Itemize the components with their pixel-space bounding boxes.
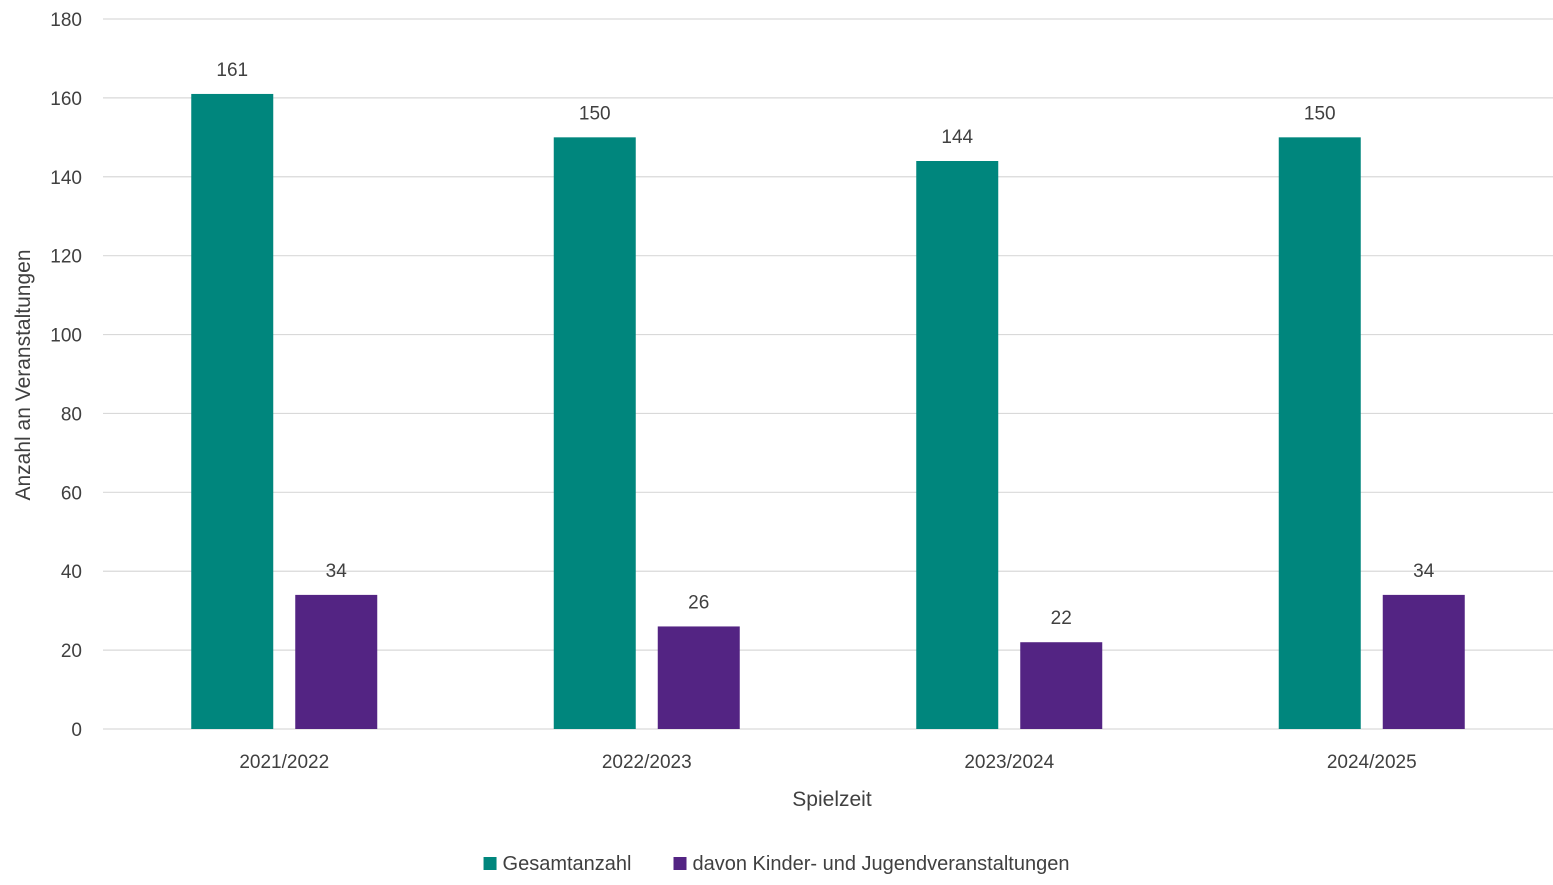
y-tick-label: 40 [61, 562, 82, 583]
x-tick-label: 2021/2022 [239, 752, 329, 773]
y-tick-label: 100 [50, 326, 82, 347]
y-tick-label: 20 [61, 641, 82, 662]
legend-swatch [673, 857, 687, 870]
y-tick-label: 60 [61, 483, 82, 504]
legend-swatch [483, 857, 497, 870]
data-label: 26 [688, 592, 709, 613]
data-label: 22 [1051, 608, 1072, 629]
y-tick-label: 120 [50, 247, 82, 268]
y-tick-label: 80 [61, 404, 82, 425]
data-label: 34 [1413, 561, 1435, 582]
data-label: 34 [326, 561, 348, 582]
data-label: 150 [1304, 103, 1336, 124]
bars [191, 93, 1465, 730]
y-tick-label: 0 [71, 720, 82, 741]
legend-item: Gesamtanzahl [483, 853, 632, 875]
y-tick-label: 180 [50, 10, 82, 31]
data-label: 161 [216, 60, 248, 81]
legend-item: davon Kinder- und Jugendveranstaltungen [673, 853, 1070, 875]
legend-label: davon Kinder- und Jugendveranstaltungen [693, 853, 1070, 875]
bar [191, 93, 274, 729]
bar [1382, 594, 1465, 729]
x-axis-ticks: 2021/2022 2022/2023 2023/2024 2024/2025 [239, 752, 1416, 773]
x-tick-label: 2022/2023 [602, 752, 692, 773]
bar [1278, 137, 1361, 730]
bar [916, 161, 999, 729]
bar [1020, 642, 1103, 729]
bar [553, 137, 636, 730]
x-axis-title: Spielzeit [792, 788, 872, 811]
x-tick-label: 2024/2025 [1327, 752, 1417, 773]
y-tick-label: 160 [50, 89, 82, 110]
y-axis-ticks: 0 20 40 60 80 100 120 140 160 180 [50, 10, 82, 741]
bar [295, 594, 378, 729]
legend: Gesamtanzahl davon Kinder- und Jugendvera… [483, 853, 1070, 875]
x-tick-label: 2023/2024 [964, 752, 1054, 773]
legend-label: Gesamtanzahl [503, 853, 632, 875]
data-labels: 161 34 150 26 144 22 150 34 [216, 60, 1434, 629]
bar [657, 626, 740, 729]
y-axis-title: Anzahl an Veranstaltungen [12, 249, 35, 500]
data-label: 144 [941, 127, 973, 148]
data-label: 150 [579, 103, 611, 124]
y-tick-label: 140 [50, 168, 82, 189]
